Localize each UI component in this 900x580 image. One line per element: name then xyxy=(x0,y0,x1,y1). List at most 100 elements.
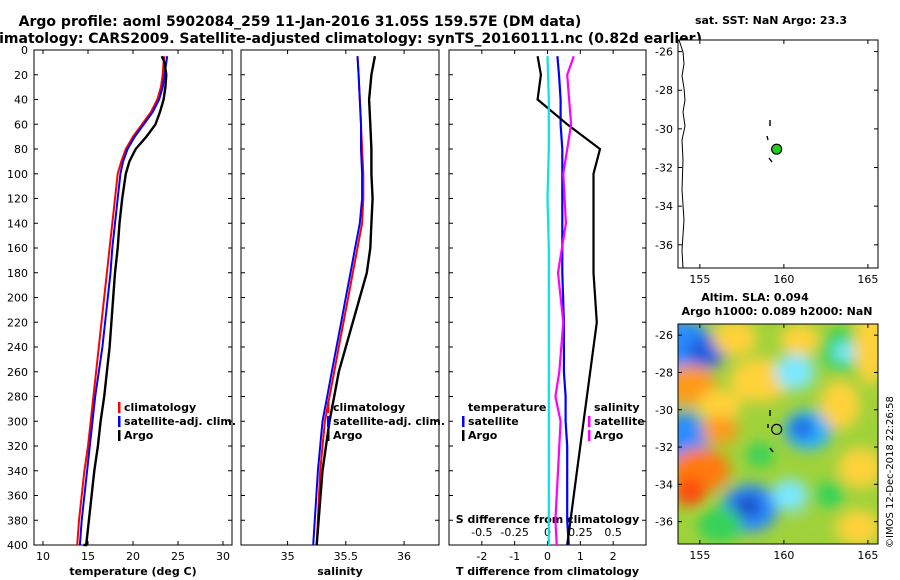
sst-argo-marker xyxy=(771,143,783,155)
difference-salinity-legend-swatch xyxy=(588,430,591,441)
temperature-xtick-label: 10 xyxy=(36,550,50,563)
salinity-xtick-label: 36 xyxy=(397,550,411,563)
sla-xtick-label: 160 xyxy=(773,549,794,562)
sst-xtick-label: 165 xyxy=(857,273,878,286)
sst-xtick-label: 155 xyxy=(689,273,710,286)
temperature-ytick-label: 120 xyxy=(7,193,28,206)
sla-map-frame xyxy=(677,323,879,545)
sla-blob xyxy=(713,324,757,356)
sst-map-panel: sat. SST: NaN Argo: 23.3 155 160 165 -26 -28 -… xyxy=(655,14,879,286)
temperature-ytick-label: 280 xyxy=(7,391,28,404)
difference-s-tick-label: 0.5 xyxy=(604,526,622,539)
temperature-ytick-label: 380 xyxy=(7,514,28,527)
salinity-legend-label: Argo xyxy=(333,429,363,442)
temperature-ytick-label: 60 xyxy=(14,118,28,131)
sla-ytick-label: -30 xyxy=(655,404,673,417)
temperature-ytick-label: 20 xyxy=(14,69,28,82)
difference-series-t-argo xyxy=(536,56,602,546)
salinity-series-satellite-adj--clim- xyxy=(312,56,364,546)
temperature-legend-label: Argo xyxy=(124,429,154,442)
sla-blob xyxy=(772,479,808,511)
difference-temperature-legend-swatch xyxy=(462,416,465,427)
salinity-frame xyxy=(240,49,440,546)
sst-ytick-label: -32 xyxy=(655,162,673,175)
sst-ytick-label: -30 xyxy=(655,123,673,136)
temperature-ytick-label: 80 xyxy=(14,143,28,156)
temperature-legend-swatch xyxy=(118,402,121,413)
difference-series-t-satellite xyxy=(556,56,570,546)
sla-blob xyxy=(746,443,774,467)
sla-map-title-2: Argo h1000: 0.089 h2000: NaN xyxy=(681,305,872,318)
sst-xtick-label: 160 xyxy=(773,273,794,286)
sla-blob xyxy=(820,381,860,429)
sla-ytick-label: -34 xyxy=(655,478,673,491)
difference-s-tick-label: 0.25 xyxy=(568,526,593,539)
sst-map-title: sat. SST: NaN Argo: 23.3 xyxy=(695,14,847,27)
temperature-ytick-label: 0 xyxy=(21,44,28,57)
sst-ytick-label: -36 xyxy=(655,239,673,252)
difference-salinity-legend-label: Argo xyxy=(594,429,624,442)
difference-xtick-label: 2 xyxy=(610,550,617,563)
temperature-series-argo xyxy=(83,55,168,547)
difference-xtick-label: 0 xyxy=(544,550,551,563)
temperature-ytick-label: 340 xyxy=(7,465,28,478)
difference-xtick-label: -1 xyxy=(509,550,520,563)
difference-temperature-legend-label: Argo xyxy=(468,429,498,442)
sla-blob xyxy=(838,448,878,488)
sla-blobs xyxy=(678,324,878,544)
difference-s-tick-label: 0 xyxy=(544,526,551,539)
temperature-legend-label: climatology xyxy=(124,401,196,414)
temperature-panel: 10 15 20 25 30020406080100120140160180200220… xyxy=(7,44,236,578)
temperature-frame xyxy=(33,49,233,546)
difference-legend-header-salinity: salinity xyxy=(594,401,640,414)
sla-blob xyxy=(730,358,790,402)
difference-temperature-legend-swatch xyxy=(462,430,465,441)
sla-blob xyxy=(836,510,878,544)
figure-title-line2: Climatology: CARS2009. Satellite-adjuste… xyxy=(0,31,702,47)
sla-xtick-label: 155 xyxy=(689,549,710,562)
sla-blob xyxy=(816,481,844,509)
temperature-ytick-label: 40 xyxy=(14,94,28,107)
difference-xtick-label: -2 xyxy=(476,550,487,563)
sla-argo-marker xyxy=(771,423,783,435)
difference-s-axis-label: S difference from climatology xyxy=(456,513,640,526)
temperature-xlabel: temperature (deg C) xyxy=(69,565,196,578)
difference-series-s-argo xyxy=(554,55,575,546)
temperature-ytick-label: 360 xyxy=(7,490,28,503)
temperature-legend-swatch xyxy=(118,416,121,427)
sla-island xyxy=(767,410,774,453)
sla-blob xyxy=(678,478,706,506)
sla-blob xyxy=(698,389,742,421)
sst-ytick-label: -26 xyxy=(655,46,673,59)
difference-salinity-legend-swatch xyxy=(588,416,591,427)
temperature-ytick-label: 320 xyxy=(7,440,28,453)
difference-salinity-legend-label: satellite xyxy=(594,415,645,428)
temperature-xtick-label: 20 xyxy=(126,550,140,563)
difference-xlabel: T difference from climatology xyxy=(456,565,639,578)
temperature-ytick-label: 160 xyxy=(7,242,28,255)
temperature-series-satellite-adj--clim- xyxy=(78,56,169,546)
sla-ytick-label: -26 xyxy=(655,329,673,342)
salinity-legend-swatch xyxy=(327,430,330,441)
salinity-xtick-label: 35 xyxy=(281,550,295,563)
sla-ytick-label: -28 xyxy=(655,366,673,379)
salinity-series-argo xyxy=(315,55,377,546)
salinity-xlabel: salinity xyxy=(317,565,363,578)
difference-xtick-label: 1 xyxy=(577,550,584,563)
temperature-ytick-label: 140 xyxy=(7,217,28,230)
temperature-ytick-label: 240 xyxy=(7,341,28,354)
watermark: ©IMOS 12-Dec-2018 22:26:58 xyxy=(885,396,896,548)
sla-map-title-1: Altim. SLA: 0.094 xyxy=(701,291,809,304)
sla-ytick-label: -36 xyxy=(655,516,673,529)
salinity-panel: 35 35.5 36 salinity climatologysatellite-adj… xyxy=(240,49,445,578)
salinity-legend-swatch xyxy=(327,416,330,427)
sla-blob xyxy=(833,342,857,362)
temperature-ytick-label: 300 xyxy=(7,415,28,428)
temperature-legend-label: satellite-adj. clim. xyxy=(124,415,236,428)
sla-blob xyxy=(702,416,738,444)
sst-ytick-label: -28 xyxy=(655,84,673,97)
difference-temperature-legend-label: satellite xyxy=(468,415,519,428)
sla-blob xyxy=(775,354,815,390)
temperature-ytick-label: 220 xyxy=(7,316,28,329)
